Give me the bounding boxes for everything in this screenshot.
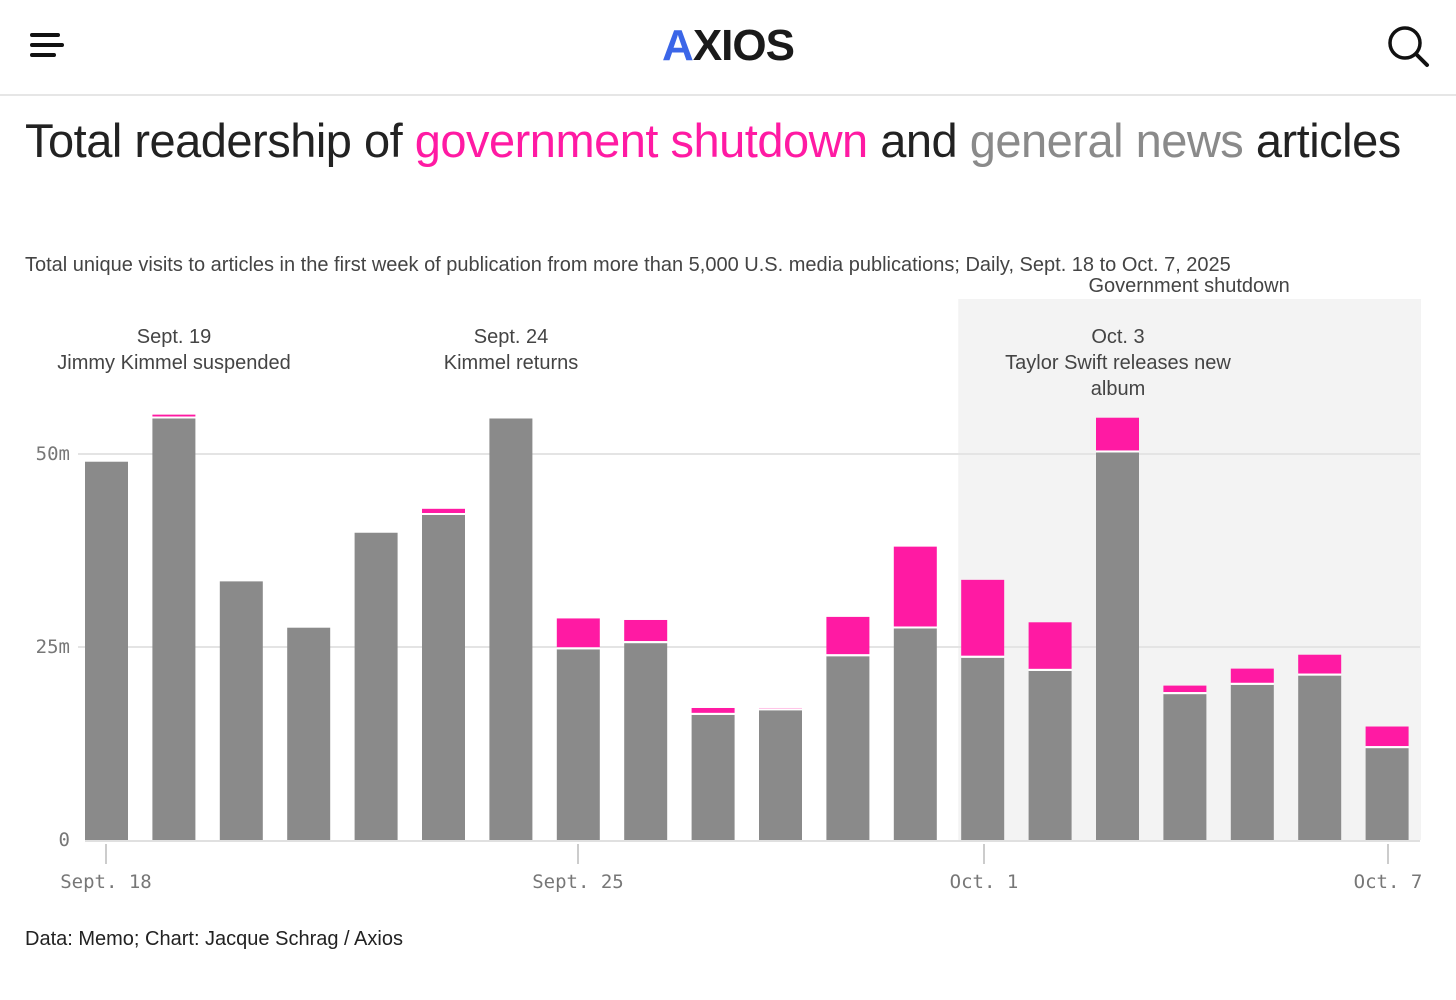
bar-government-shutdown [1230,668,1274,683]
title-highlight-shutdown: government shutdown [414,114,868,167]
bar-general-news [354,532,398,840]
bar-general-news [85,461,128,840]
bar-government-shutdown [1163,685,1207,693]
chart-subtitle: Total unique visits to articles in the f… [25,254,1231,276]
x-tick-label: Sept. 18 [60,871,152,893]
chart-title: Total readership of government shutdown … [25,110,1425,172]
bar-government-shutdown [422,508,465,513]
chart-source: Data: Memo; Chart: Jacque Schrag / Axios [25,928,403,950]
bar-general-news [1163,694,1207,840]
logo-first-letter: A [662,21,694,70]
bar-government-shutdown [826,616,870,655]
bar-general-news [556,649,600,840]
x-tick-label: Oct. 7 [1354,871,1423,893]
bar-general-news [152,418,196,840]
bar-general-news [287,627,331,840]
shaded-region-label: Government shutdown [1088,275,1289,297]
axios-logo[interactable]: AXIOS [0,18,1456,74]
x-tick-label: Sept. 25 [532,871,624,893]
y-tick-label: 50m [36,443,70,465]
annotation-text: Sept. 19 [137,326,212,348]
annotation-text: Jimmy Kimmel suspended [57,352,290,374]
bar-general-news [1298,675,1342,840]
bar-government-shutdown [691,707,735,713]
bar-general-news [759,710,802,840]
bar-government-shutdown [893,546,937,627]
title-part-1: Total readership of [25,114,415,167]
y-tick-label: 0 [59,829,70,851]
bar-general-news [1028,670,1072,840]
bar-government-shutdown [152,414,196,417]
hamburger-menu-icon[interactable] [30,33,66,59]
bar-general-news [1230,684,1274,840]
stacked-bar-chart: Government shutdown 0 25m 50m Sept. 18 Sept. … [36,275,1423,893]
bar-general-news [219,581,263,840]
title-part-2: and [867,114,970,167]
bar-government-shutdown [961,579,1005,656]
annotation-text: Kimmel returns [444,352,578,374]
bar-general-news [961,657,1005,840]
bar-general-news [1365,748,1409,840]
bar-general-news [422,514,465,840]
y-tick-label: 25m [36,636,70,658]
bar-government-shutdown [1096,417,1139,451]
bar-general-news [893,628,937,840]
title-highlight-general: general news [969,114,1244,167]
bar-government-shutdown [624,619,668,642]
bar-government-shutdown [556,618,600,648]
title-part-3: articles [1243,114,1401,167]
bar-general-news [624,643,668,840]
bar-general-news [1096,452,1139,840]
x-tick-label: Oct. 1 [950,871,1019,893]
bar-general-news [691,714,735,840]
search-icon[interactable] [1386,24,1430,68]
bar-general-news [489,418,533,840]
logo-rest: XIOS [692,21,795,70]
annotation-text: Taylor Swift releases new [1005,352,1231,374]
annotation-text: Sept. 24 [474,326,549,348]
bar-general-news [826,656,870,840]
top-bar: AXIOS [0,0,1456,96]
annotation-text: album [1091,378,1145,400]
bar-government-shutdown [1028,622,1072,669]
bar-government-shutdown [1298,654,1342,674]
annotation-text: Oct. 3 [1091,326,1144,348]
bar-government-shutdown [1365,726,1409,747]
